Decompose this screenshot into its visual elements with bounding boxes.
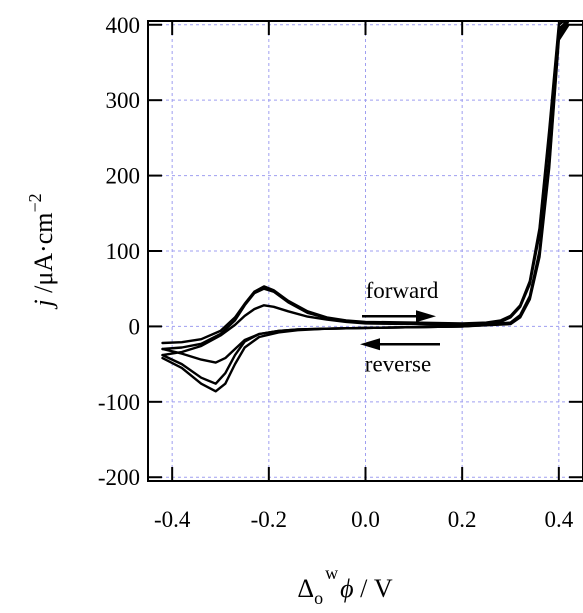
y-tick-label-3: 100 <box>106 239 141 264</box>
arrow-head-0 <box>416 310 436 323</box>
x-tick-label-3: 0.2 <box>448 507 477 532</box>
x-tick-label-1: -0.2 <box>251 507 287 532</box>
annotation-reverse: reverse <box>365 351 431 376</box>
x-axis-symbol: Δ <box>297 574 314 603</box>
y-tick-label-1: -100 <box>98 390 140 415</box>
y-tick-label-5: 300 <box>106 88 141 113</box>
axis-tick-labels: -0.4 -0.2 0.0 0.2 0.4 -200 -100 0 100 200 300 400 <box>98 13 574 532</box>
x-axis-sup: w <box>325 563 338 583</box>
series-curves <box>161 21 570 393</box>
grid <box>148 21 583 481</box>
y-axis-title: j /μA·cm−2 <box>25 193 58 309</box>
annotations: forward reverse <box>360 278 440 376</box>
y-tick-label-6: 400 <box>106 13 141 38</box>
y-axis-unit-sup: −2 <box>25 193 45 212</box>
series-curve-2 <box>161 23 570 364</box>
y-axis-var: j <box>29 299 58 309</box>
x-axis-var: ϕ <box>340 574 353 603</box>
x-tick-label-0: -0.4 <box>154 507 191 532</box>
x-tick-label-2: 0.0 <box>351 507 380 532</box>
annotation-forward: forward <box>366 278 439 303</box>
axis-ticks <box>148 21 583 481</box>
y-tick-label-0: -200 <box>98 465 140 490</box>
arrow-head-1 <box>360 338 380 351</box>
x-axis-sub: o <box>314 588 323 608</box>
x-axis-title: Δowϕ / V <box>297 563 392 608</box>
y-tick-label-2: 0 <box>129 314 141 339</box>
x-axis-unit: / V <box>354 574 393 603</box>
x-tick-label-4: 0.4 <box>544 507 573 532</box>
y-axis-unit: /μA·cm <box>29 213 58 300</box>
y-tick-label-4: 200 <box>106 164 141 189</box>
